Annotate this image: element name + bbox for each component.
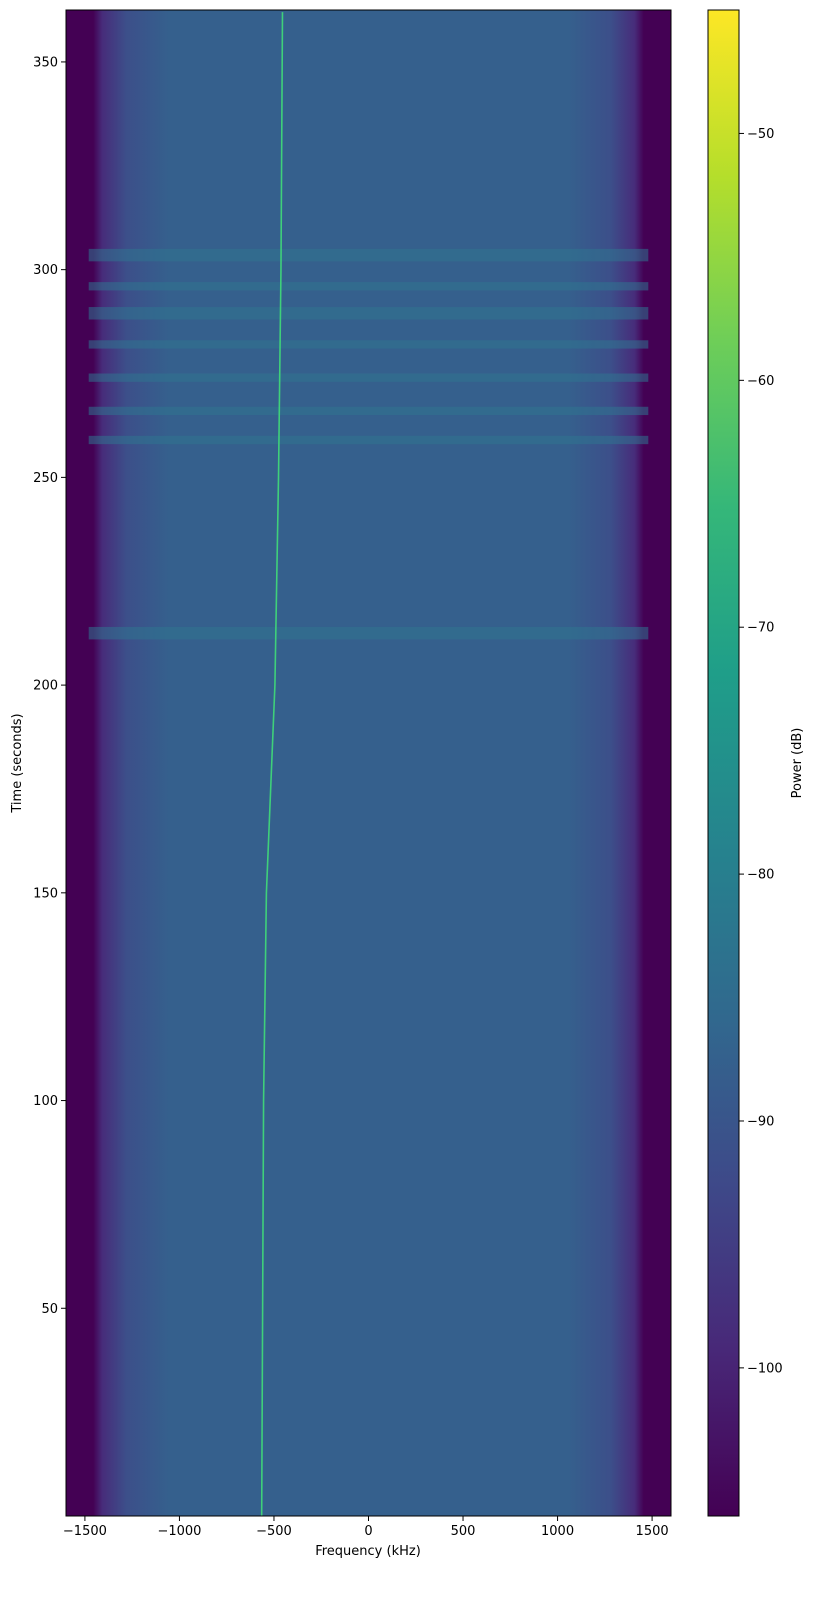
colorbar-tick-label: −100: [747, 1361, 783, 1376]
colorbar-tick-label: −70: [747, 621, 774, 636]
x-tick-label: −1000: [157, 1524, 201, 1539]
plot-area: [65, 9, 672, 1517]
interference-band: [88, 282, 649, 291]
x-tick-label: −500: [256, 1524, 292, 1539]
y-axis-label: Time (seconds): [10, 713, 25, 813]
colorbar-tick-label: −60: [747, 374, 774, 389]
colorbar-gradient: [707, 9, 740, 1517]
y-tick-label: 350: [33, 55, 58, 70]
colorbar-tick-label: −80: [747, 868, 774, 883]
y-tick-label: 150: [33, 886, 58, 901]
x-tick-label: 0: [364, 1524, 372, 1539]
interference-band: [88, 373, 649, 382]
colorbar-label: Power (dB): [790, 728, 805, 799]
interference-band: [88, 435, 649, 445]
x-tick-label: −1500: [63, 1524, 107, 1539]
colorbar-tick-label: −50: [747, 127, 774, 142]
y-tick-label: 200: [33, 679, 58, 694]
interference-band: [88, 307, 649, 320]
x-axis-label: Frequency (kHz): [315, 1544, 421, 1559]
interference-band: [88, 248, 649, 262]
x-tick-label: 1000: [541, 1524, 574, 1539]
colorbar-tick-label: −90: [747, 1114, 774, 1129]
interference-band: [88, 406, 649, 416]
spectrogram-background: [66, 10, 671, 1516]
y-tick-label: 100: [33, 1094, 58, 1109]
signal-trace: [260, 12, 284, 1517]
y-tick-label: 300: [33, 263, 58, 278]
colorbar: −50 −60 −70 −80 −90 −100 Power (dB): [707, 9, 805, 1517]
x-tick-label: 1500: [636, 1524, 669, 1539]
y-tick-label: 250: [33, 471, 58, 486]
interference-band: [88, 626, 649, 640]
x-tick-label: 500: [451, 1524, 476, 1539]
interference-band: [88, 340, 649, 349]
y-tick-label: 50: [41, 1302, 58, 1317]
